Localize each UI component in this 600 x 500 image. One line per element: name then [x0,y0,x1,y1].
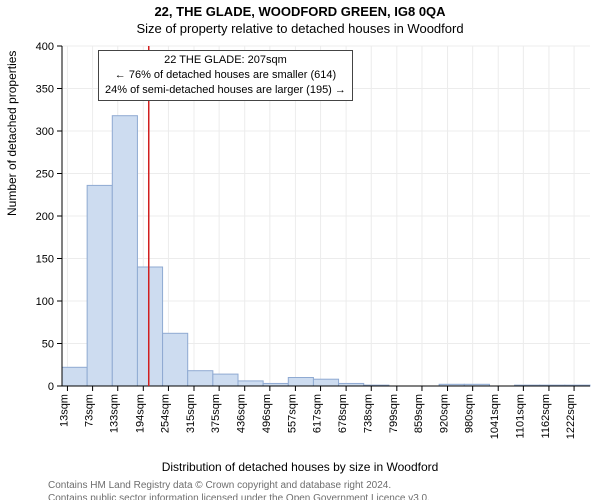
y-tick-label: 300 [36,126,54,138]
annotation-line: 24% of semi-detached houses are larger (… [105,83,346,98]
x-tick-label: 678sqm [337,394,349,433]
x-tick-label: 1101sqm [514,394,526,438]
x-tick-label: 1041sqm [489,394,501,439]
y-tick-label: 150 [36,254,54,266]
credit-line-2: Contains public sector information licen… [48,493,588,500]
y-tick-label: 100 [36,296,54,308]
histogram-bar [313,379,338,386]
x-tick-label: 799sqm [388,394,400,433]
histogram-bar [163,333,188,386]
x-tick-label: 920sqm [439,394,451,433]
x-tick-label: 254sqm [159,394,171,433]
x-tick-label: 496sqm [261,394,273,433]
histogram-bar [87,185,112,386]
annotation-line: ← 76% of detached houses are smaller (61… [105,68,346,83]
chart-title-sub: Size of property relative to detached ho… [0,21,600,36]
histogram-bar [238,381,263,386]
histogram-bar [62,367,87,386]
x-tick-label: 194sqm [134,394,146,433]
chart-container: 0 50 100 150 200 250 300 350 400 13sqm 73sqm 133sqm… [0,36,600,466]
histogram-bar [137,267,162,386]
x-tick-label: 738sqm [362,394,374,433]
y-tick-label: 400 [36,41,54,53]
x-tick-label: 557sqm [286,394,298,433]
x-tick-label: 1222sqm [565,394,577,439]
x-tick-label: 617sqm [312,394,324,433]
x-tick-label: 436sqm [236,394,248,433]
x-tick-label: 859sqm [413,394,425,433]
annotation-line: 22 THE GLADE: 207sqm [105,53,346,68]
y-tick-label: 200 [36,211,54,223]
credits: Contains HM Land Registry data © Crown c… [48,480,588,500]
histogram-bar [213,374,238,386]
x-tick-label: 375sqm [210,394,222,433]
histogram-bar [188,371,213,386]
y-tick-label: 250 [36,169,54,181]
y-tick-label: 0 [48,381,54,393]
x-tick-label: 13sqm [58,394,70,427]
histogram-bar [112,116,137,386]
x-tick-label: 133sqm [109,394,121,433]
x-tick-label: 1162sqm [540,394,552,438]
y-tick-label: 350 [36,84,54,96]
annotation-box: 22 THE GLADE: 207sqm← 76% of detached ho… [98,50,353,101]
y-axis-label: Number of detached properties [5,51,19,216]
chart-title-main: 22, THE GLADE, WOODFORD GREEN, IG8 0QA [0,4,600,19]
credit-line-1: Contains HM Land Registry data © Crown c… [48,480,588,493]
histogram-bar [288,378,313,387]
x-tick-label: 73sqm [84,394,96,427]
x-tick-label: 315sqm [185,394,197,433]
y-tick-label: 50 [42,339,54,351]
x-tick-label: 980sqm [464,394,476,433]
